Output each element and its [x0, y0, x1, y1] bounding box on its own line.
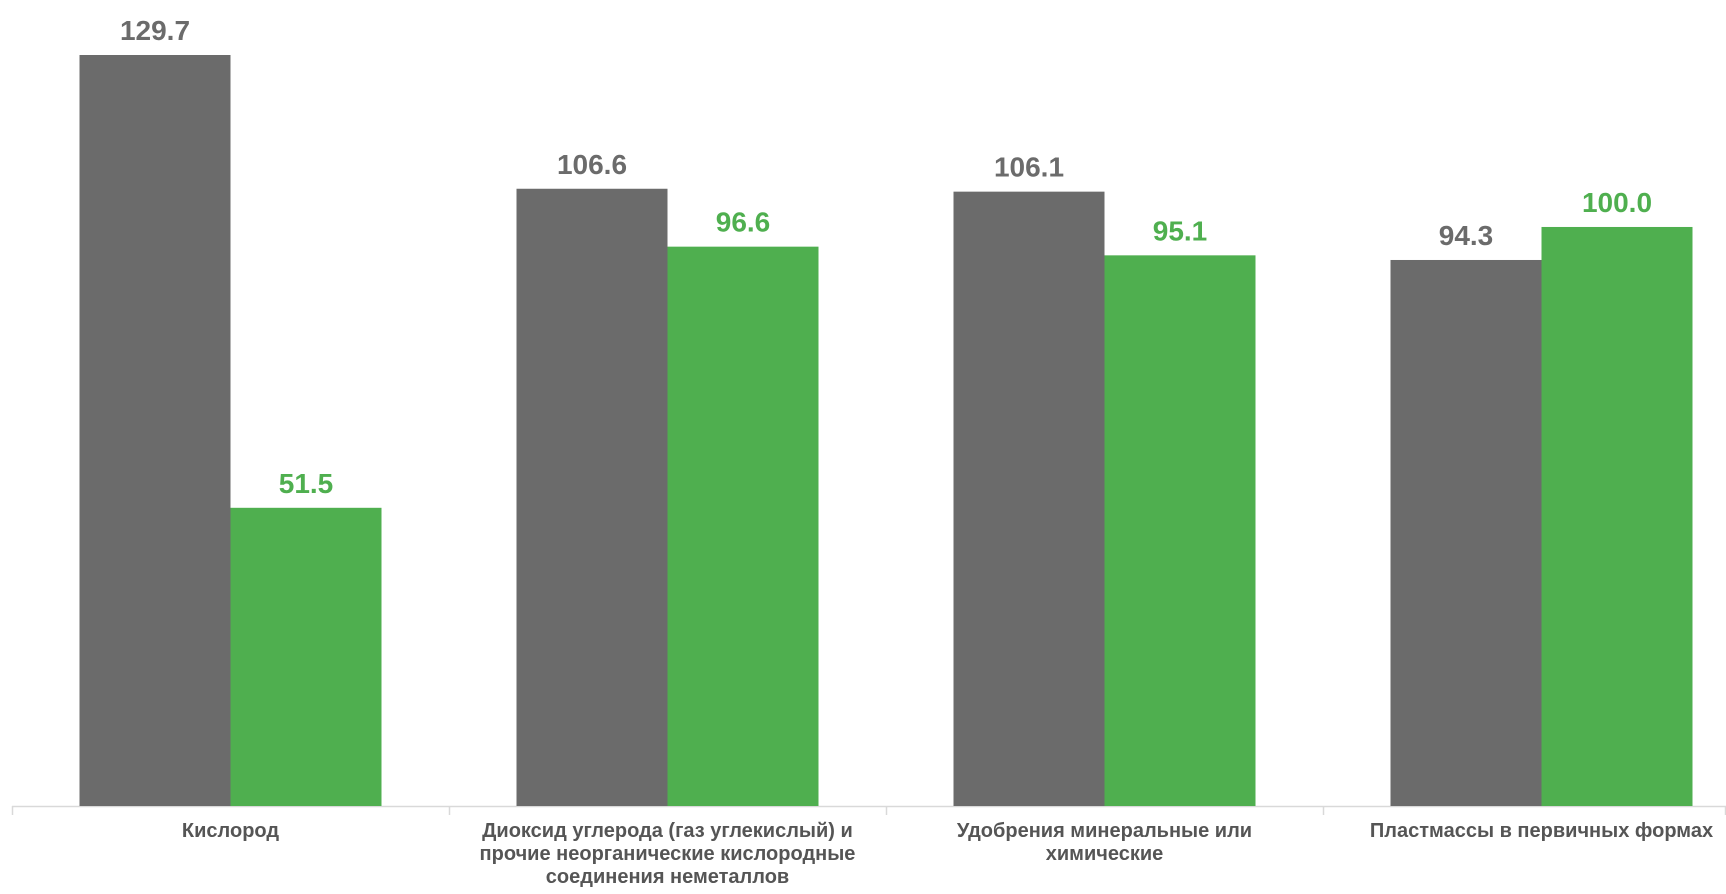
- category-label-line: соединения неметаллов: [458, 866, 878, 889]
- bar-series-1-category-4: [1391, 260, 1542, 806]
- data-label-series-2-category-2: 96.6: [716, 207, 771, 238]
- category-label-line: прочие неорганические кислородные: [458, 843, 878, 866]
- category-label-line: Пластмассы в первичных формах: [1332, 820, 1726, 843]
- data-label-series-1-category-2: 106.6: [557, 149, 627, 180]
- category-label-line: химические: [895, 843, 1315, 866]
- data-label-series-1-category-4: 94.3: [1439, 220, 1494, 251]
- category-label-1: Кислород: [21, 820, 441, 843]
- data-label-series-2-category-1: 51.5: [279, 468, 334, 499]
- data-label-series-2-category-4: 100.0: [1582, 187, 1652, 218]
- data-label-series-2-category-3: 95.1: [1153, 215, 1208, 246]
- bar-series-2-category-1: [231, 508, 382, 806]
- category-label-4: Пластмассы в первичных формах: [1332, 820, 1726, 843]
- bar-series-1-category-2: [517, 189, 668, 806]
- category-label-line: Удобрения минеральные или: [895, 820, 1315, 843]
- data-label-series-1-category-1: 129.7: [120, 15, 190, 46]
- bar-series-1-category-1: [80, 55, 231, 806]
- data-label-series-1-category-3: 106.1: [994, 152, 1064, 183]
- bar-series-2-category-4: [1542, 227, 1693, 806]
- bar-series-1-category-3: [954, 192, 1105, 806]
- category-label-line: Кислород: [21, 820, 441, 843]
- bar-series-2-category-3: [1105, 255, 1256, 806]
- bar-series-2-category-2: [668, 247, 819, 806]
- category-label-line: Диоксид углерода (газ углекислый) и: [458, 820, 878, 843]
